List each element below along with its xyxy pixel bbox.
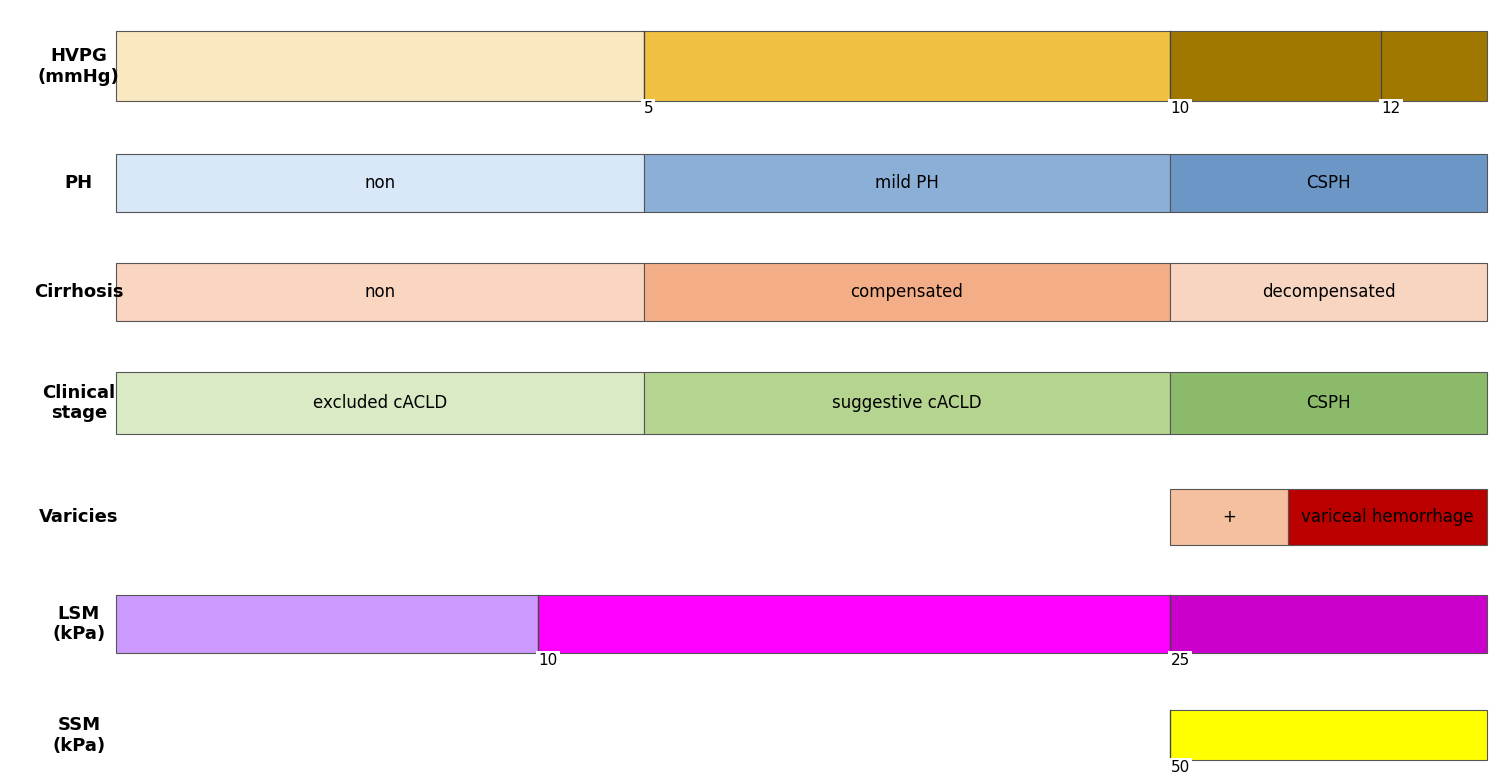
Bar <box>1170 262 1487 321</box>
Text: 10: 10 <box>1170 101 1190 116</box>
Text: excluded cACLD: excluded cACLD <box>312 394 448 412</box>
Text: non: non <box>365 282 395 301</box>
Text: CSPH: CSPH <box>1307 394 1350 412</box>
Text: 12: 12 <box>1382 101 1401 116</box>
Bar <box>1289 489 1487 545</box>
Text: LSM
(kPa): LSM (kPa) <box>53 605 105 643</box>
Text: Cirrhosis: Cirrhosis <box>35 282 123 301</box>
Bar <box>1170 594 1487 654</box>
Text: SSM
(kPa): SSM (kPa) <box>53 716 105 755</box>
Bar <box>1170 372 1487 434</box>
Text: mild PH: mild PH <box>876 173 939 192</box>
Text: decompensated: decompensated <box>1262 282 1395 301</box>
Bar <box>538 594 1170 654</box>
Bar <box>117 31 643 101</box>
Text: Varicies: Varicies <box>39 508 119 527</box>
Text: 5: 5 <box>643 101 653 116</box>
Text: variceal hemorrhage: variceal hemorrhage <box>1301 508 1473 527</box>
Text: 25: 25 <box>1170 654 1190 668</box>
Bar <box>1170 31 1487 101</box>
Bar <box>643 262 1170 321</box>
Bar <box>117 153 643 212</box>
Bar <box>117 372 643 434</box>
Bar <box>117 594 538 654</box>
Bar <box>117 262 643 321</box>
Text: 10: 10 <box>538 654 557 668</box>
Bar <box>643 372 1170 434</box>
Text: suggestive cACLD: suggestive cACLD <box>832 394 982 412</box>
Text: compensated: compensated <box>850 282 963 301</box>
Bar <box>1170 710 1487 761</box>
Text: PH: PH <box>65 173 93 192</box>
Text: non: non <box>365 173 395 192</box>
Bar <box>643 153 1170 212</box>
Text: Clinical
stage: Clinical stage <box>42 384 116 422</box>
Text: +: + <box>1223 508 1236 527</box>
Text: HVPG
(mmHg): HVPG (mmHg) <box>38 47 120 86</box>
Text: 50: 50 <box>1170 761 1190 776</box>
Bar <box>643 31 1170 101</box>
Bar <box>1170 153 1487 212</box>
Text: CSPH: CSPH <box>1307 173 1350 192</box>
Bar <box>1170 489 1289 545</box>
